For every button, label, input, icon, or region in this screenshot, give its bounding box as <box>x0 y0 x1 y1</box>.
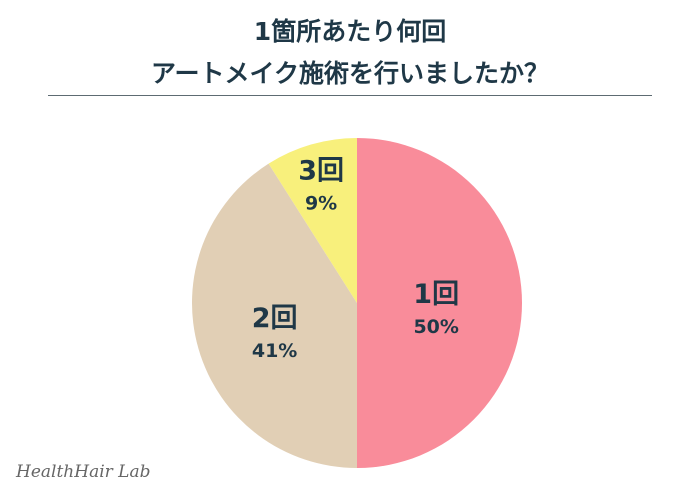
pie-slice-2 <box>191 163 357 468</box>
slice-label: 3回 <box>298 155 344 186</box>
logo: HealthHair Lab <box>16 462 151 482</box>
chart-title-line1: 1箇所あたり何回 <box>253 17 447 46</box>
title-divider <box>48 95 652 96</box>
pie-slice-3 <box>268 138 357 303</box>
slice-label: 1回 <box>413 279 459 310</box>
slice-value-label: 50% <box>413 316 458 338</box>
chart-title-line2: アートメイク施術を行いましたか？ <box>150 59 549 88</box>
slice-value-label: 9% <box>305 192 337 214</box>
slice-label: 2回 <box>252 303 298 334</box>
slice-value-label: 41% <box>252 340 297 362</box>
pie-slice-1 <box>357 138 522 468</box>
